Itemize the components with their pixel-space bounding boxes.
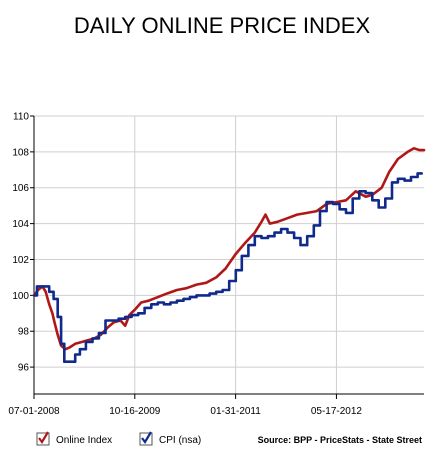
axes xyxy=(30,115,424,399)
series-line-cpi xyxy=(32,172,423,363)
x-tick-label: 01-31-2011 xyxy=(210,406,261,417)
chart-title: DAILY ONLINE PRICE INDEX xyxy=(74,13,371,38)
y-tick-labels: 96 98 100 102 104 106 108 110 xyxy=(12,112,29,374)
x-tick-label: 07-01-2008 xyxy=(8,406,60,417)
y-tick-label: 108 xyxy=(12,147,29,158)
check-icon xyxy=(141,431,152,444)
grid-lines xyxy=(34,115,424,394)
series-line-online-index xyxy=(32,147,426,351)
x-tick-labels: 07-01-2008 10-16-2009 01-31-2011 05-17-2012 xyxy=(8,406,362,417)
y-tick-label: 106 xyxy=(12,183,29,194)
y-tick-label: 96 xyxy=(18,363,30,374)
y-tick-label: 102 xyxy=(12,255,29,266)
x-tick-label: 05-17-2012 xyxy=(311,406,363,417)
x-tick-label: 10-16-2009 xyxy=(109,406,161,417)
series-lines xyxy=(32,147,426,363)
check-icon xyxy=(38,431,49,444)
legend: Online Index CPI (nsa) xyxy=(36,431,201,446)
legend-label-cpi: CPI (nsa) xyxy=(159,435,201,446)
y-tick-label: 98 xyxy=(18,327,30,338)
y-tick-label: 104 xyxy=(12,219,29,230)
y-tick-label: 110 xyxy=(13,112,29,123)
legend-label-online-index: Online Index xyxy=(56,435,112,446)
y-tick-label: 100 xyxy=(12,291,29,302)
source-note: Source: BPP - PriceStats - State Street xyxy=(258,435,422,445)
legend-item-cpi[interactable]: CPI (nsa) xyxy=(139,431,201,446)
legend-item-online-index[interactable]: Online Index xyxy=(36,431,112,446)
